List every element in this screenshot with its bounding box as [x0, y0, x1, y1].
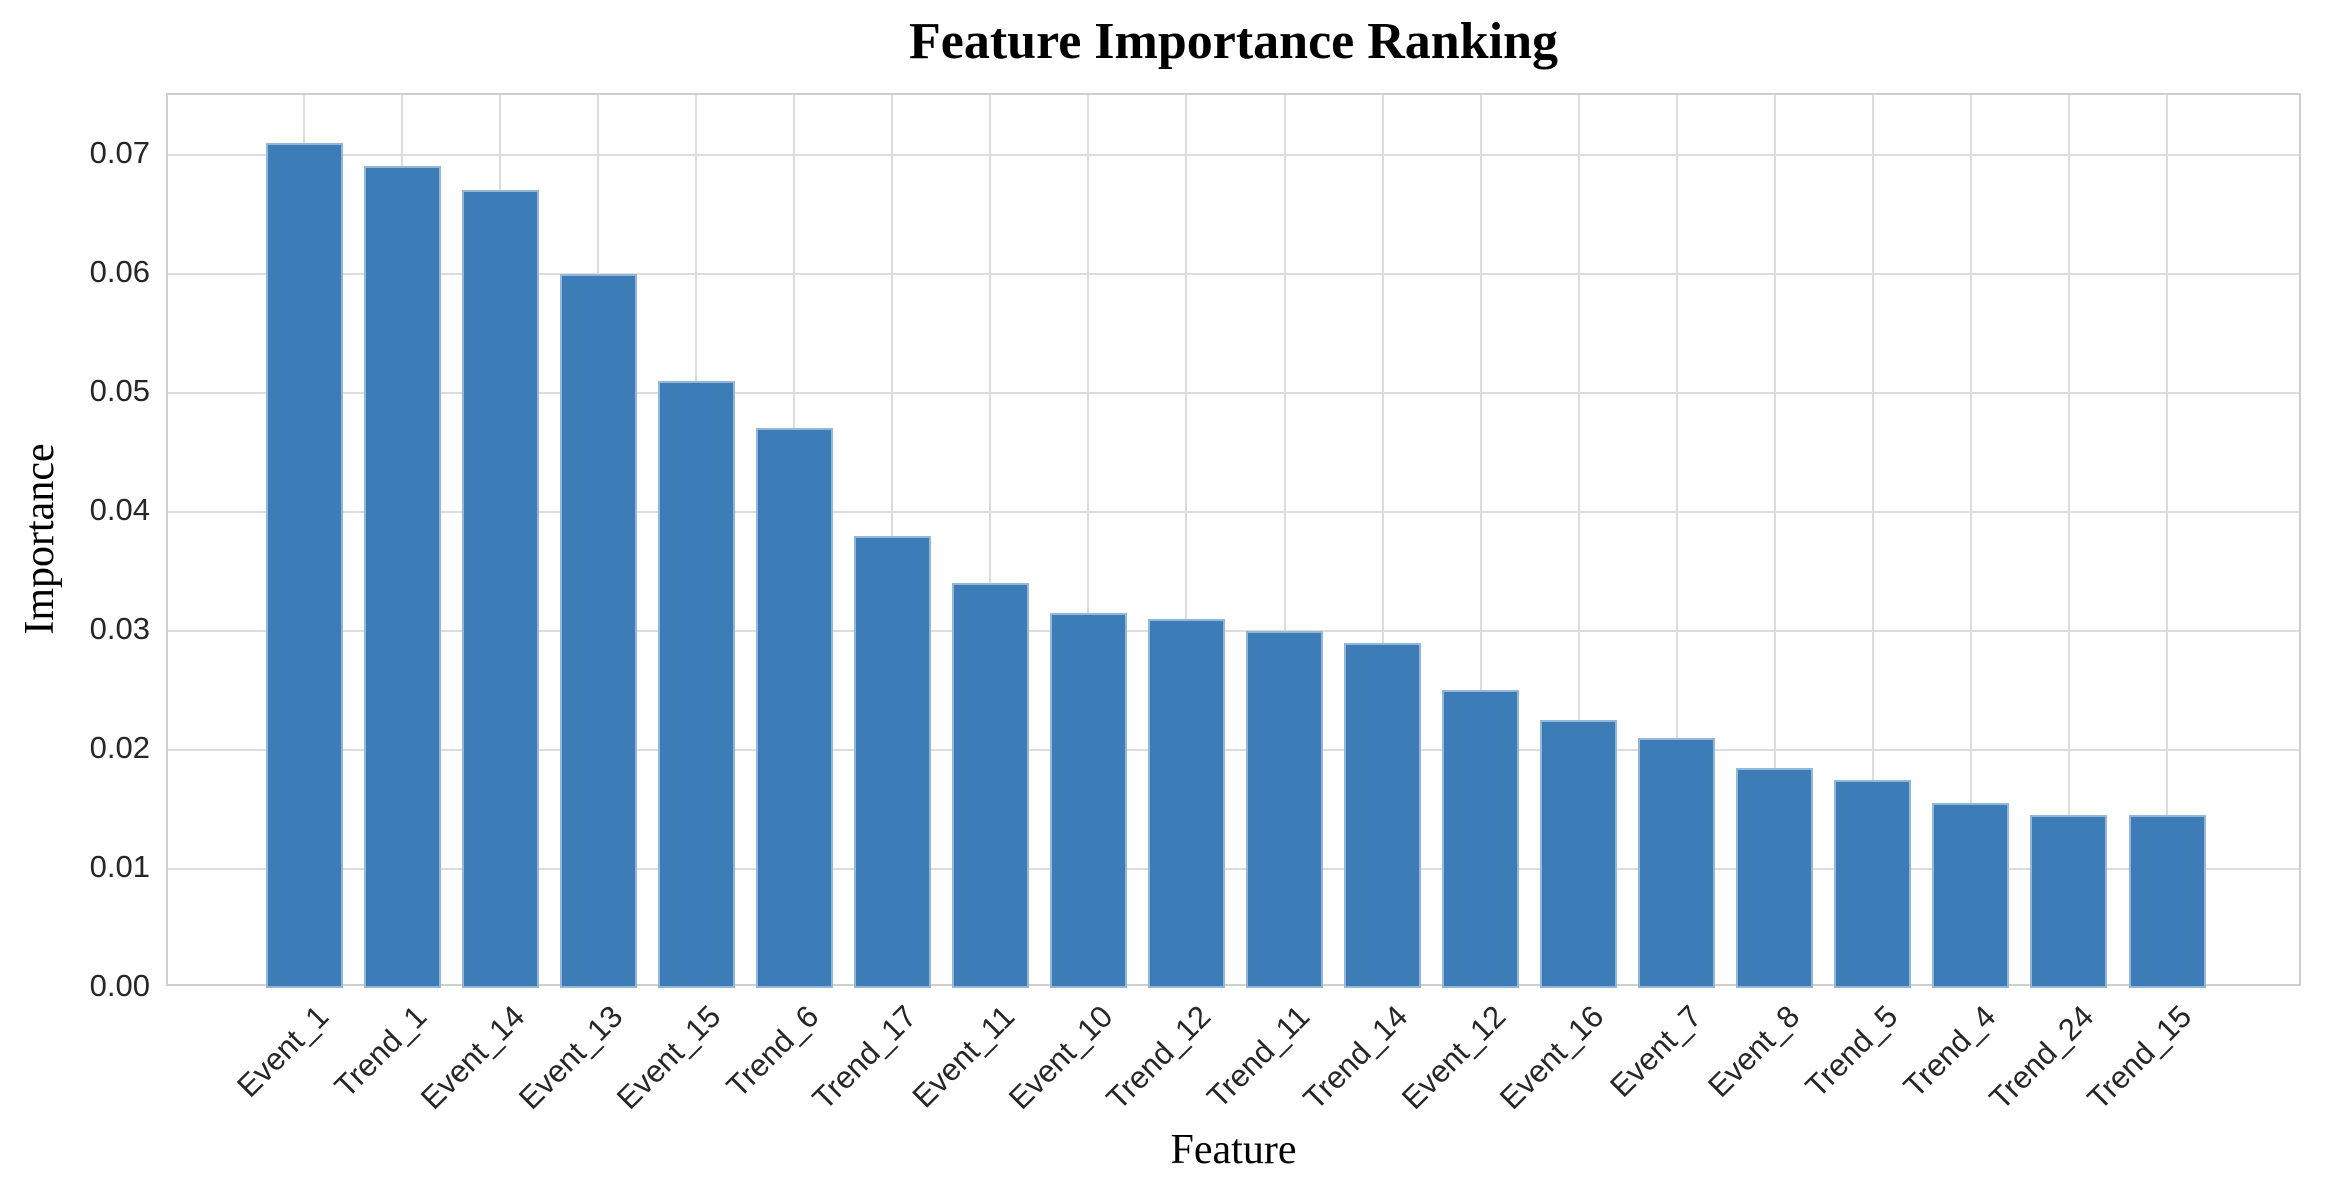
h-gridline	[168, 867, 2299, 870]
y-tick-label: 0.04	[89, 491, 150, 527]
y-tick-label: 0.01	[89, 848, 150, 884]
v-gridline	[1871, 95, 1874, 984]
v-gridline	[1283, 95, 1286, 984]
x-tick-label: Event_14	[414, 998, 532, 1116]
x-tick-label: Trend_11	[1199, 998, 1316, 1115]
h-gridline	[168, 272, 2299, 275]
bar-Trend_5	[1834, 779, 1912, 988]
x-tick-label: Event_16	[1492, 998, 1611, 1116]
bar-Trend_14	[1344, 642, 1422, 988]
h-gridline	[168, 748, 2299, 751]
x-tick-label: Trend_24	[1982, 998, 2101, 1117]
bar-Event_14	[461, 190, 539, 988]
v-gridline	[1185, 95, 1188, 984]
y-tick-label: 0.05	[89, 372, 150, 408]
chart-title: Feature Importance Ranking	[908, 13, 1558, 70]
h-gridline	[168, 153, 2299, 156]
bar-Trend_12	[1147, 618, 1225, 988]
v-gridline	[1577, 95, 1580, 984]
bar-Trend_4	[1932, 803, 2010, 988]
h-gridline	[168, 629, 2299, 632]
v-gridline	[1479, 95, 1482, 984]
x-tick-label: Trend_15	[2080, 998, 2199, 1117]
x-tick-label: Trend_12	[1100, 998, 1218, 1117]
bar-Trend_24	[2030, 815, 2108, 988]
y-tick-labels: 0.00 0.01 0.02 0.03 0.04 0.05 0.06 0.07	[0, 0, 150, 1197]
bar-Event_8	[1736, 767, 1814, 988]
v-gridline	[1675, 95, 1678, 984]
h-gridline	[168, 510, 2299, 513]
x-tick-label: Trend_14	[1296, 998, 1414, 1117]
y-tick-label: 0.00	[89, 968, 150, 1003]
x-tick-label: Event_1	[230, 998, 336, 1104]
x-tick-label: Event_8	[1700, 998, 1807, 1104]
bar-Trend_17	[853, 535, 931, 988]
x-tick-label: Trend_5	[1798, 998, 1905, 1105]
bar-Event_12	[1442, 690, 1520, 988]
bar-Trend_6	[755, 428, 833, 988]
v-gridline	[1087, 95, 1090, 984]
bar-Event_13	[559, 273, 637, 988]
x-tick-label: Event_12	[1394, 998, 1512, 1116]
plot-area	[166, 93, 2301, 988]
bar-Trend_15	[2128, 815, 2206, 988]
bar-Event_1	[265, 142, 343, 988]
x-tick-label: Event_13	[512, 998, 630, 1116]
v-gridline	[1969, 95, 1972, 984]
v-gridline	[989, 95, 992, 984]
y-tick-label: 0.03	[89, 610, 150, 646]
x-tick-label: Event_15	[610, 998, 728, 1116]
bar-Event_10	[1049, 612, 1127, 988]
v-gridline	[1773, 95, 1776, 984]
x-tick-label: Trend_17	[805, 998, 924, 1117]
bar-Trend_1	[363, 166, 441, 988]
x-tick-label: Event_11	[905, 998, 1022, 1115]
bar-Event_16	[1540, 720, 1618, 988]
x-axis-title: Feature	[1170, 1127, 1297, 1173]
x-tick-label: Event_7	[1602, 998, 1709, 1104]
v-gridline	[2067, 95, 2070, 984]
v-gridline	[2166, 95, 2168, 984]
bar-Event_11	[951, 583, 1029, 988]
y-tick-label: 0.07	[89, 134, 150, 170]
bar-Event_7	[1638, 737, 1716, 988]
v-gridline	[1381, 95, 1384, 984]
y-tick-label: 0.02	[89, 729, 150, 765]
x-tick-label: Event_10	[1002, 998, 1120, 1116]
bar-Event_15	[657, 380, 735, 988]
bar-Trend_11	[1246, 630, 1324, 988]
y-tick-label: 0.06	[89, 253, 150, 289]
h-gridline	[168, 391, 2299, 394]
